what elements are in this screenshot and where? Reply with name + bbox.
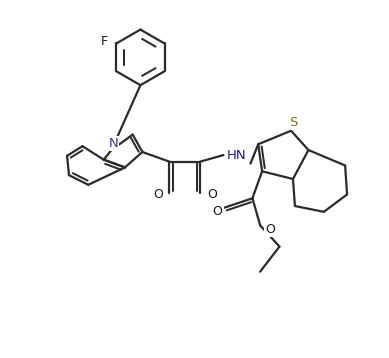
Text: F: F bbox=[101, 35, 108, 48]
Text: O: O bbox=[153, 188, 163, 201]
Text: S: S bbox=[289, 116, 297, 129]
Text: O: O bbox=[213, 205, 223, 218]
Text: O: O bbox=[207, 188, 217, 201]
Text: N: N bbox=[109, 137, 118, 150]
Text: O: O bbox=[265, 223, 275, 237]
Text: HN: HN bbox=[227, 149, 247, 161]
